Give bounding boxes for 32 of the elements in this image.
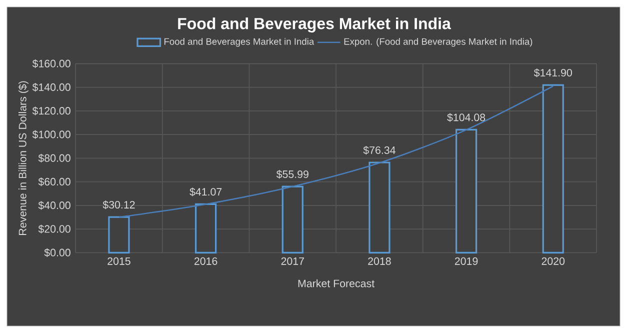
y-tick-label: $140.00 [32, 82, 70, 92]
y-tick-label: $60.00 [38, 177, 70, 186]
bar [108, 216, 130, 254]
legend-label: Food and Beverages Market in India [164, 38, 314, 47]
y-tick-label: $20.00 [38, 224, 70, 234]
data-label: $55.99 [276, 170, 308, 179]
x-tick-label: 2020 [542, 257, 565, 265]
y-tick-label: $120.00 [32, 106, 70, 116]
data-label: $141.90 [534, 68, 572, 78]
data-label: $104.08 [447, 113, 486, 122]
x-tick-label: 2016 [194, 257, 218, 265]
bar [282, 186, 304, 254]
x-axis-title: Market Forecast [298, 279, 374, 288]
legend-label: Expon. (Food and Beverages Market in India) [344, 38, 532, 47]
x-tick-label: 2019 [454, 257, 478, 265]
y-tick-label: $80.00 [38, 154, 70, 162]
bar [194, 203, 217, 254]
y-tick-label: $100.00 [32, 130, 70, 139]
data-label: $30.12 [102, 200, 135, 210]
y-axis-title: Revenue in Billion US Dollars ($) [18, 81, 28, 235]
bar [455, 128, 478, 254]
y-tick-label: $0.00 [44, 248, 70, 257]
y-tick-label: $160.00 [32, 59, 70, 68]
data-label: $41.07 [190, 188, 222, 196]
data-label: $76.34 [363, 146, 396, 155]
bar [542, 84, 564, 254]
chart-title: Food and Beverages Market in India [178, 18, 452, 32]
bar [368, 162, 390, 254]
x-tick-label: 2017 [281, 257, 304, 265]
x-tick-label: 2018 [368, 257, 391, 265]
x-tick-label: 2015 [108, 257, 130, 265]
y-tick-label: $40.00 [38, 201, 70, 210]
